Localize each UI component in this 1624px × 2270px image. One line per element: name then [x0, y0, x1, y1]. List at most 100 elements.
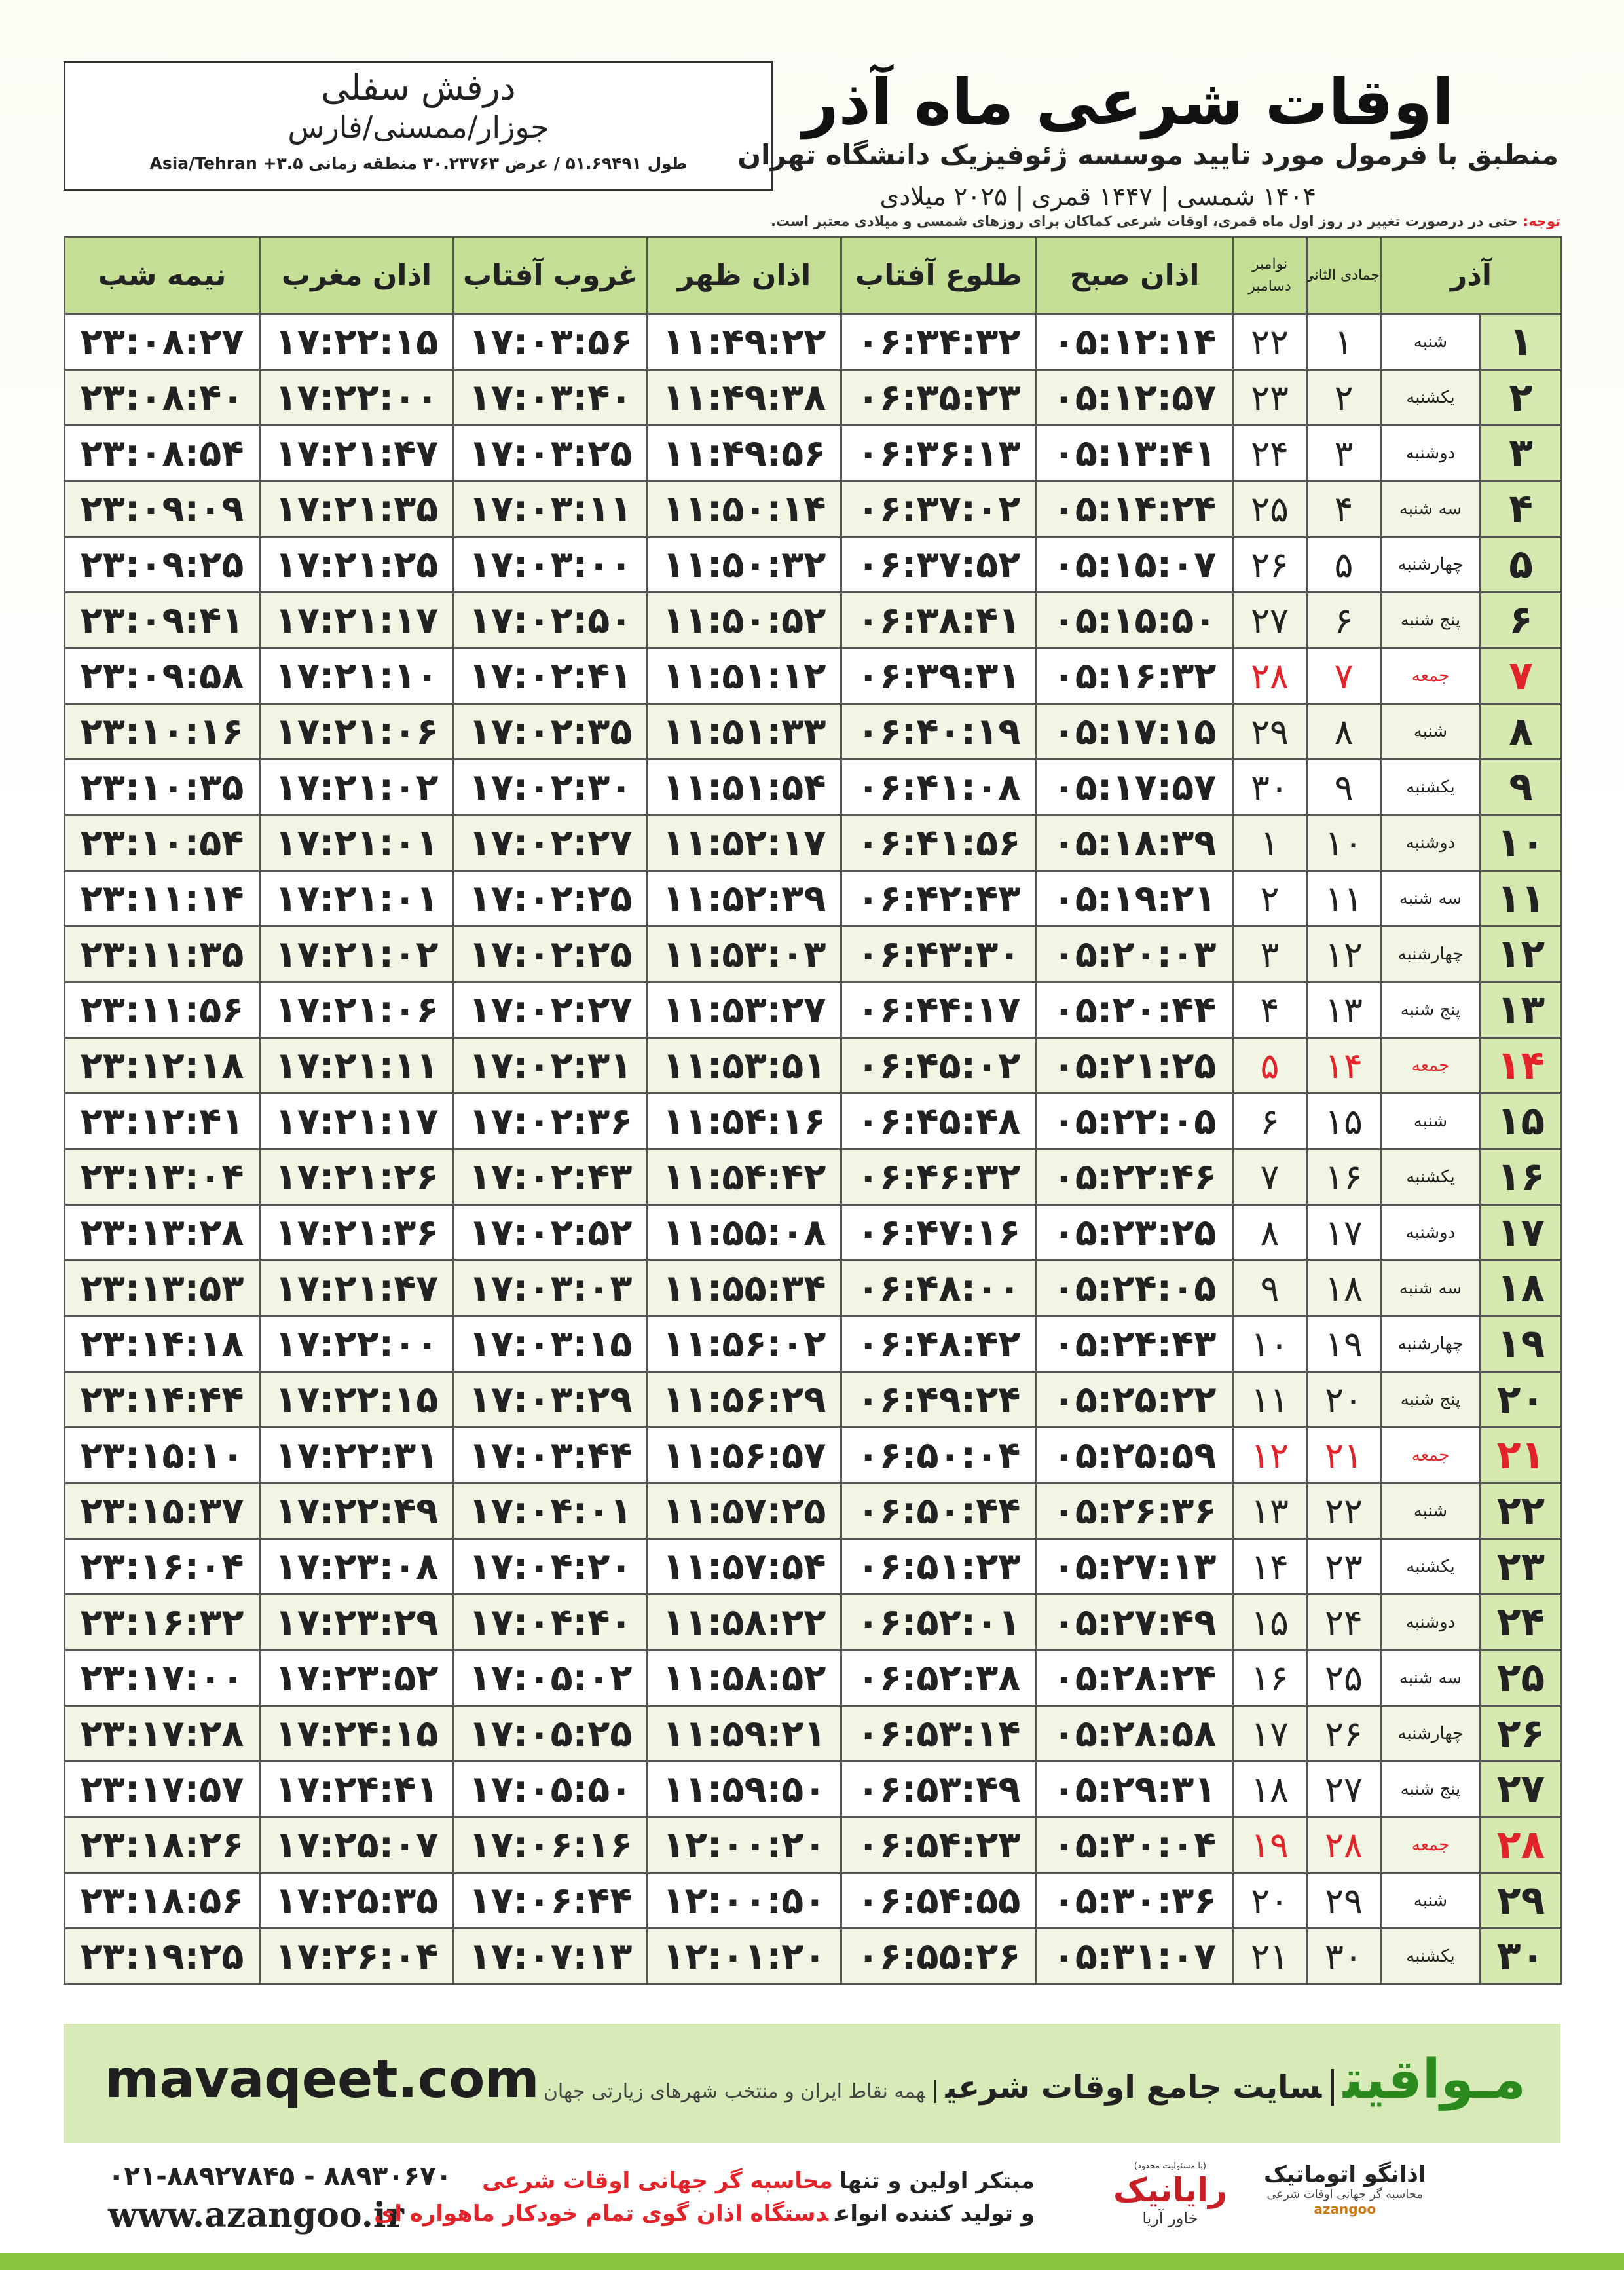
- table-cell: ۰۵:۳۱:۰۷: [1035, 1927, 1234, 1985]
- table-cell: ۰۵:۱۵:۰۷: [1035, 536, 1234, 593]
- table-cell: ۰۶:۴۶:۳۲: [840, 1148, 1037, 1206]
- time: ۱۱:۵۷:۲۵: [662, 1489, 826, 1533]
- time: ۱۱:۴۹:۵۶: [662, 432, 826, 475]
- table-cell: ۰۶:۴۲:۴۳: [840, 870, 1037, 927]
- table-cell: ۱۷:۲۱:۱۷: [259, 1092, 454, 1150]
- table-cell: ۵: [1232, 1037, 1308, 1094]
- time: ۱۱:۵۳:۵۱: [662, 1044, 826, 1087]
- table-cell: ۱۷:۰۲:۲۷: [452, 981, 648, 1039]
- table-cell: ۴: [1232, 981, 1308, 1039]
- table-cell: ۲۹: [1306, 1872, 1382, 1929]
- time: ۰۶:۴۴:۱۷: [857, 988, 1021, 1032]
- time: ۰۶:۴۱:۰۸: [857, 766, 1021, 809]
- time: ۰۵:۲۲:۴۶: [1052, 1155, 1217, 1199]
- table-cell: ۱۴: [1306, 1037, 1382, 1094]
- table-row: ۲۱ جمعه ۲۱ ۱۲ ۰۵:۲۵:۵۹ ۰۶:۵۰:۰۴ ۱۱:۵۶:۵۷ ۱۷:۰۳:…: [64, 1426, 1562, 1484]
- time: ۱۱:۵۲:۱۷: [662, 821, 826, 865]
- coords: طول ۵۱.۶۹۴۹۱ / عرض ۳۰.۲۳۷۶۳ منطقه زمانی …: [149, 154, 688, 173]
- time: ۰۶:۴۳:۳۰: [857, 933, 1021, 976]
- time: ۱۷:۰۵:۵۰: [468, 1768, 633, 1811]
- time: ۲۳:۱۰:۵۴: [80, 821, 244, 865]
- time: ۱۷:۲۲:۰۰: [274, 1322, 439, 1366]
- time: ۲۳:۱۰:۱۶: [80, 710, 244, 753]
- time: ۱۷:۲۱:۱۷: [274, 1100, 439, 1143]
- time: ۰۶:۳۵:۲۳: [857, 376, 1021, 419]
- table-cell: ۲۹: [1232, 703, 1308, 760]
- time: ۰۶:۵۱:۲۳: [857, 1545, 1021, 1588]
- table-cell: ۱۲: [1232, 1426, 1308, 1484]
- table-cell: چهارشنبه: [1380, 1315, 1481, 1373]
- table-row: ۲۳ یکشنبه ۲۳ ۱۴ ۰۵:۲۷:۱۳ ۰۶:۵۱:۲۳ ۱۱:۵۷:۵۴ ۱۷:۰…: [64, 1538, 1562, 1595]
- time: ۱۱:۵۳:۲۷: [662, 988, 826, 1032]
- time: ۱۷:۰۷:۱۳: [468, 1935, 633, 1978]
- table-row: ۲۶ چهارشنبه ۲۶ ۱۷ ۰۵:۲۸:۵۸ ۰۶:۵۳:۱۴ ۱۱:۵۹:۲۱ ۱۷…: [64, 1705, 1562, 1762]
- table-cell: ۲۳:۱۱:۳۵: [64, 925, 261, 983]
- table-cell: ۰۶:۵۰:۴۴: [840, 1482, 1037, 1540]
- table-cell: ۱۷:۰۲:۲۷: [452, 814, 648, 872]
- time: ۱۷:۰۶:۴۴: [468, 1879, 633, 1922]
- time: ۱۷:۰۳:۵۶: [468, 320, 633, 363]
- time: ۰۶:۵۳:۱۴: [857, 1712, 1021, 1755]
- table-cell: ۰۶:۵۰:۰۴: [840, 1426, 1037, 1484]
- time: ۱۷:۲۳:۵۲: [274, 1656, 439, 1700]
- table-cell: ۱۷: [1232, 1705, 1308, 1762]
- table-cell: جمعه: [1380, 1816, 1481, 1874]
- time: ۲۳:۱۴:۴۴: [80, 1378, 244, 1421]
- table-cell: پنج شنبه: [1380, 981, 1481, 1039]
- table-cell: جمعه: [1380, 1426, 1481, 1484]
- time: ۰۵:۲۰:۴۴: [1052, 988, 1217, 1032]
- table-cell: ۰۵:۲۷:۱۳: [1035, 1538, 1234, 1595]
- table-cell: ۲۲: [1479, 1482, 1562, 1540]
- time: ۱۷:۲۱:۳۵: [274, 487, 439, 530]
- time: ۰۵:۱۹:۲۱: [1052, 877, 1217, 920]
- time: ۰۵:۲۳:۲۵: [1052, 1211, 1217, 1254]
- column-header-bottom: دسامبر: [1248, 278, 1291, 295]
- table-cell: ۸: [1306, 703, 1382, 760]
- table-row: ۱۰ دوشنبه ۱۰ ۱ ۰۵:۱۸:۳۹ ۰۶:۴۱:۵۶ ۱۱:۵۲:۱۷ ۱۷:۰۲…: [64, 814, 1562, 872]
- table-cell: ۱۷:۲۲:۰۰: [259, 1315, 454, 1373]
- table-row: ۳۰ یکشنبه ۳۰ ۲۱ ۰۵:۳۱:۰۷ ۰۶:۵۵:۲۶ ۱۲:۰۱:۲۰ ۱۷:۰…: [64, 1927, 1562, 1985]
- table-cell: ۷: [1479, 647, 1562, 705]
- table-cell: ۱: [1479, 313, 1562, 371]
- time: ۰۵:۱۶:۳۲: [1052, 654, 1217, 698]
- table-row: ۱ شنبه ۱ ۲۲ ۰۵:۱۲:۱۴ ۰۶:۳۴:۳۲ ۱۱:۴۹:۲۲ ۱۷:۰۳:۵۶…: [64, 313, 1562, 371]
- time: ۱۷:۰۲:۲۵: [468, 877, 633, 920]
- table-cell: ۰۵:۲۰:۴۴: [1035, 981, 1234, 1039]
- table-cell: چهارشنبه: [1380, 536, 1481, 593]
- table-cell: ۰۵:۱۹:۲۱: [1035, 870, 1234, 927]
- time: ۰۶:۴۵:۰۲: [857, 1044, 1021, 1087]
- table-cell: ۲۴: [1306, 1593, 1382, 1651]
- time: ۲۳:۱۵:۱۰: [80, 1434, 244, 1477]
- table-cell: ۱۰: [1479, 814, 1562, 872]
- table-cell: ۲۱: [1306, 1426, 1382, 1484]
- table-cell: ۲۳:۱۴:۴۴: [64, 1371, 261, 1428]
- table-cell: ۱۱:۵۱:۱۲: [646, 647, 842, 705]
- time: ۱۱:۴۹:۲۲: [662, 320, 826, 363]
- table-cell: دوشنبه: [1380, 1593, 1481, 1651]
- logo-name: اذانگو اتوماتیک: [1264, 2161, 1426, 2187]
- time: ۰۵:۱۸:۳۹: [1052, 821, 1217, 865]
- table-cell: ۱۷:۰۵:۰۲: [452, 1649, 648, 1707]
- location: درفش سفلی: [321, 67, 516, 108]
- table-cell: ۰۶:۳۸:۴۱: [840, 591, 1037, 649]
- table-cell: یکشنبه: [1380, 369, 1481, 426]
- table-cell: ۲۰: [1232, 1872, 1308, 1929]
- table-cell: ۰۵:۲۷:۴۹: [1035, 1593, 1234, 1651]
- footer-band: [64, 2024, 1560, 2143]
- table-cell: یکشنبه: [1380, 1538, 1481, 1595]
- time: ۱۱:۵۴:۴۲: [662, 1155, 826, 1199]
- time: ۱۱:۵۰:۳۲: [662, 543, 826, 586]
- table-cell: ۲۰: [1479, 1371, 1562, 1428]
- time: ۱۲:۰۰:۵۰: [662, 1879, 826, 1922]
- table-cell: ۱۷:۰۵:۵۰: [452, 1760, 648, 1818]
- column-header: نوامبر دسامبر: [1232, 236, 1308, 315]
- website[interactable]: mavaqeet.com: [105, 2049, 540, 2110]
- table-cell: دوشنبه: [1380, 424, 1481, 482]
- table-cell: ۱۷:۲۲:۱۵: [259, 1371, 454, 1428]
- time: ۰۶:۴۲:۴۳: [857, 877, 1021, 920]
- time: ۲۳:۰۹:۴۱: [80, 599, 244, 642]
- note: توجه: حتی در درصورت تغییر در روز اول ماه …: [771, 214, 1560, 229]
- url[interactable]: www.azangoo.ir: [108, 2195, 404, 2235]
- table-cell: ۹: [1232, 1259, 1308, 1317]
- table-cell: ۲۳:۰۸:۴۰: [64, 369, 261, 426]
